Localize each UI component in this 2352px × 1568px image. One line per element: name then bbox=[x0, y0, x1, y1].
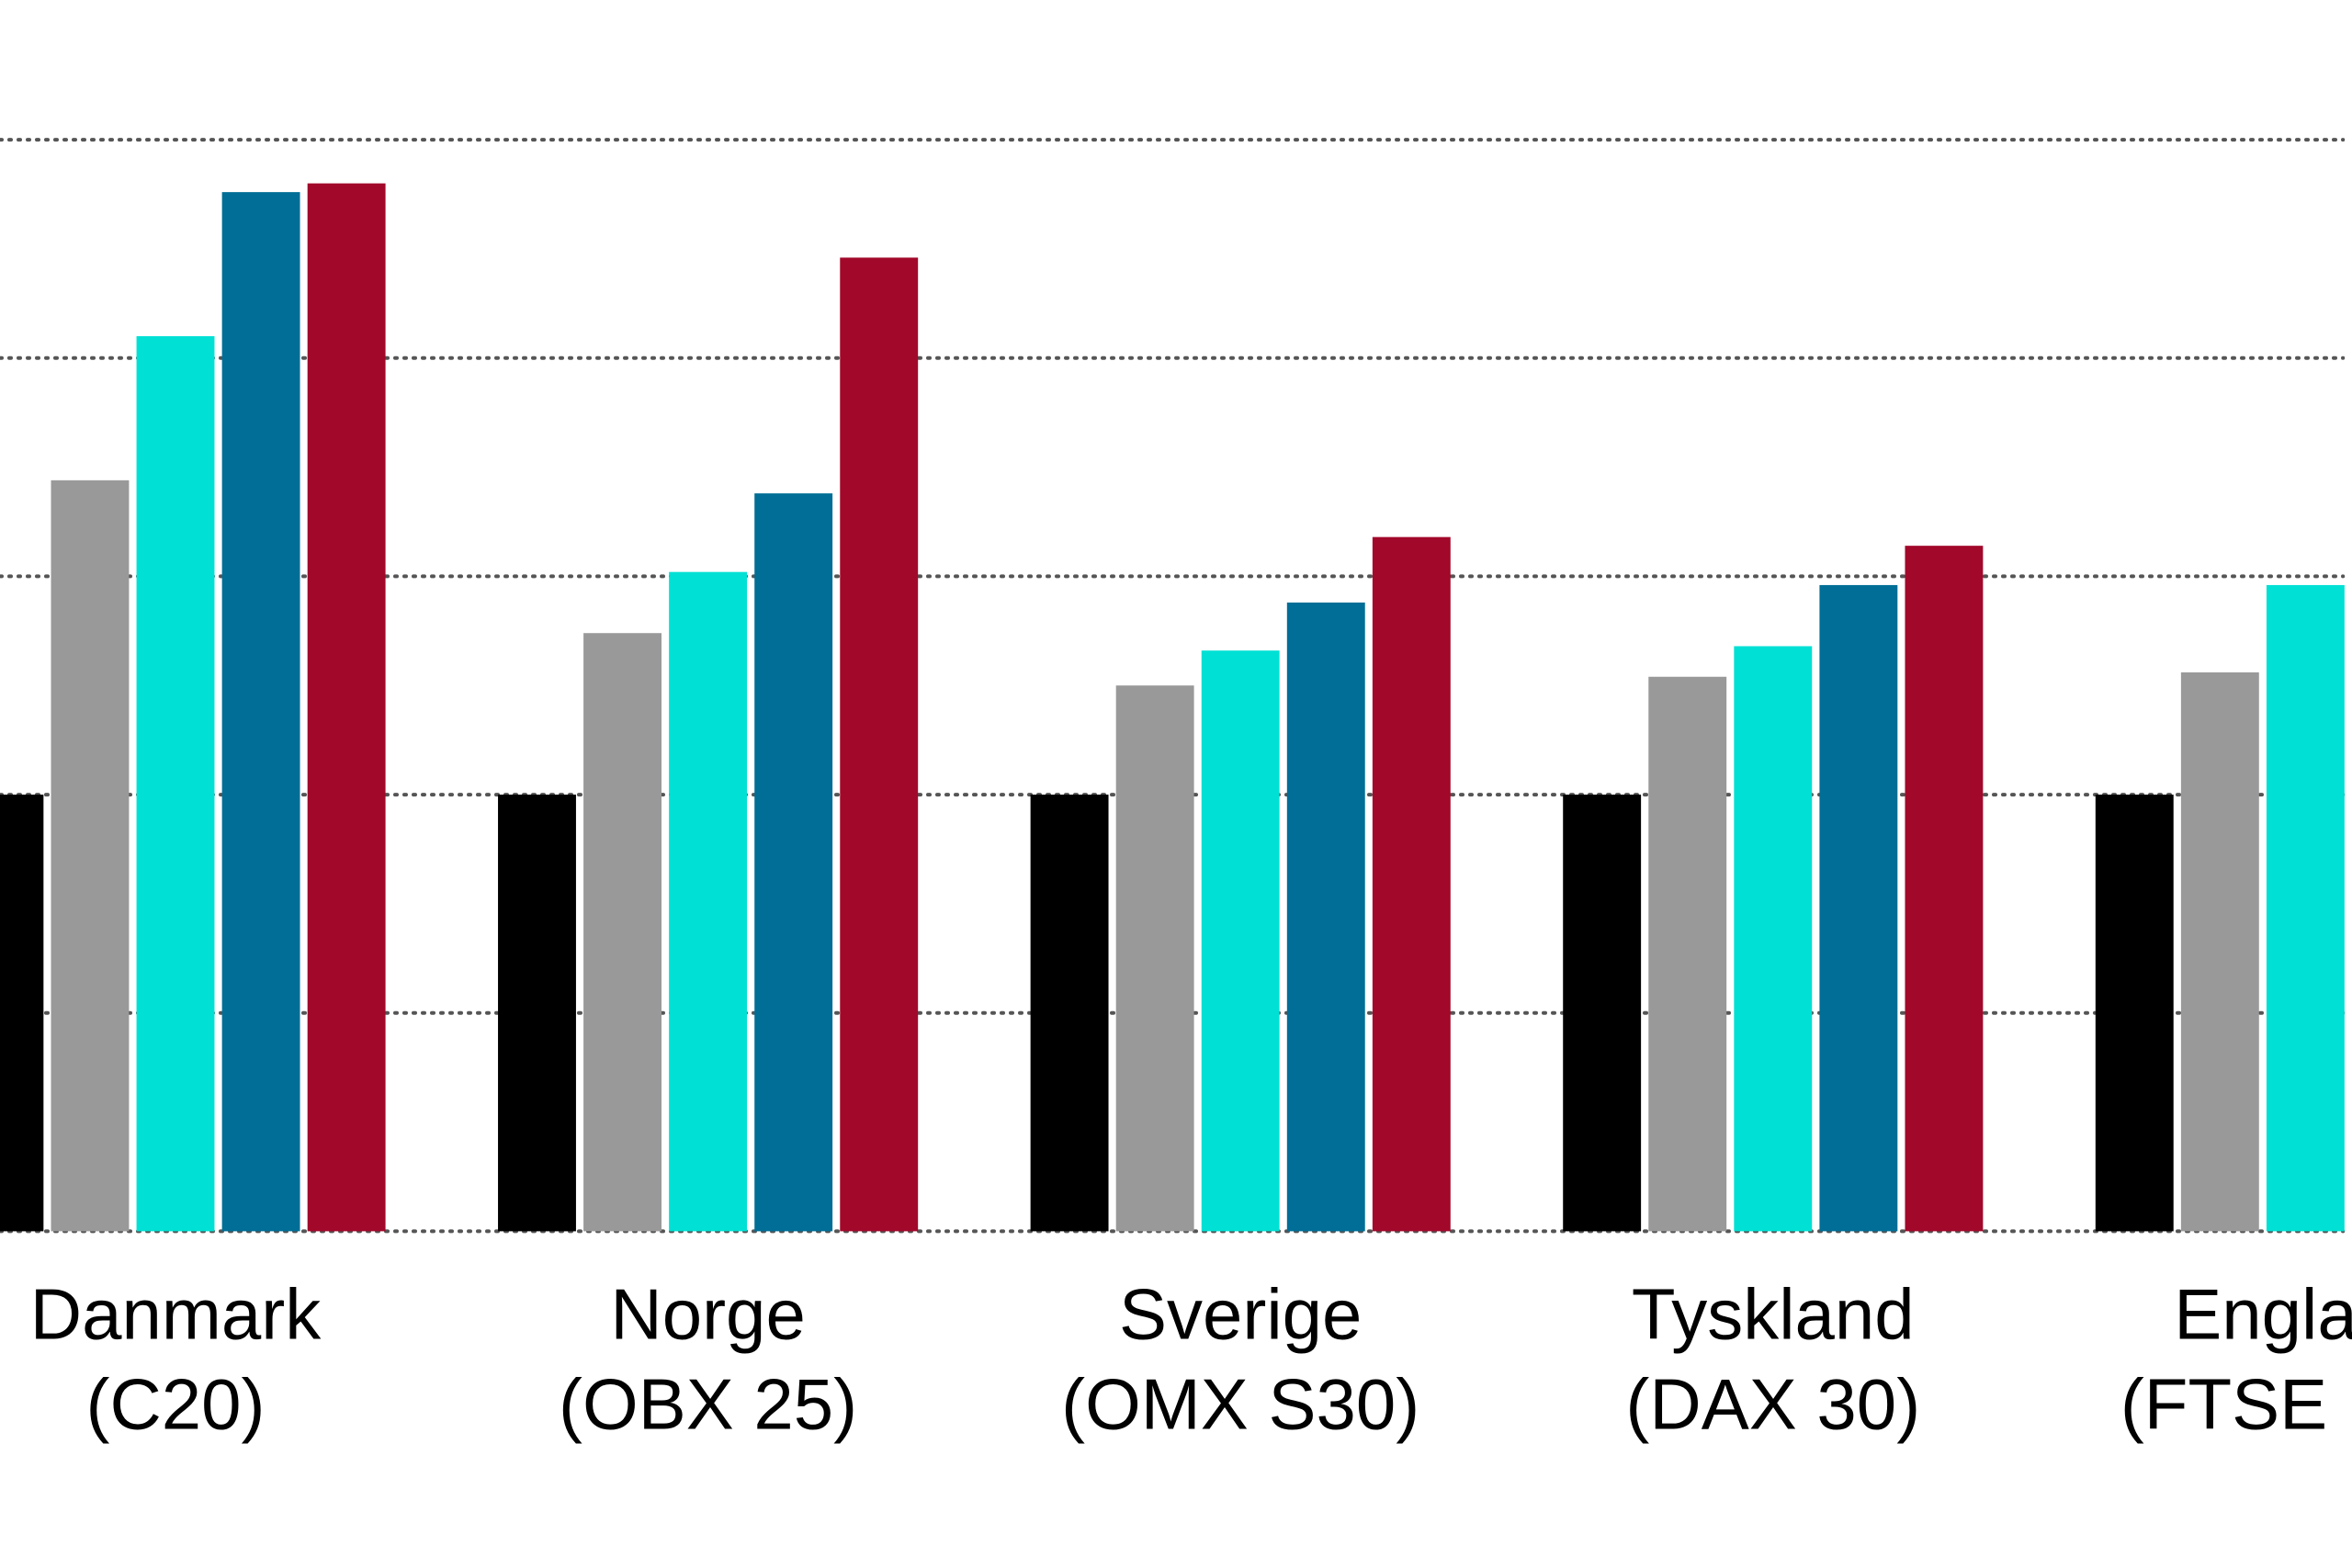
bar bbox=[1905, 546, 1984, 1232]
bar bbox=[2095, 795, 2174, 1232]
x-tick-label: Danmark bbox=[30, 1273, 322, 1354]
bar bbox=[0, 795, 44, 1232]
x-tick-label: Tyskland bbox=[1632, 1273, 1915, 1354]
bar bbox=[136, 335, 215, 1232]
bar bbox=[1734, 646, 1813, 1232]
x-tick-label: (OMX S30) bbox=[1061, 1363, 1419, 1444]
bar bbox=[1372, 536, 1451, 1232]
bar bbox=[51, 479, 130, 1232]
x-tick-label: (DAX 30) bbox=[1625, 1363, 1920, 1444]
bar bbox=[1030, 795, 1109, 1232]
bar bbox=[1201, 650, 1280, 1232]
bar bbox=[669, 571, 748, 1232]
x-tick-label: Norge bbox=[610, 1273, 805, 1354]
bar bbox=[1286, 602, 1365, 1232]
bar bbox=[221, 192, 300, 1232]
bar bbox=[1563, 795, 1642, 1232]
bar bbox=[2266, 584, 2345, 1232]
bar bbox=[583, 633, 662, 1232]
bar bbox=[1648, 676, 1727, 1232]
bar bbox=[498, 795, 576, 1232]
bar bbox=[754, 493, 833, 1232]
bar bbox=[1115, 685, 1194, 1232]
x-tick-label: (FTSE 100) bbox=[2120, 1363, 2352, 1444]
bar bbox=[1819, 584, 1898, 1232]
x-tick-label: Sverige bbox=[1119, 1273, 1362, 1354]
x-tick-label: (OBX 25) bbox=[559, 1363, 857, 1444]
bar bbox=[307, 183, 386, 1232]
bar bbox=[840, 257, 919, 1232]
x-tick-label: England bbox=[2174, 1273, 2352, 1354]
bar bbox=[2180, 671, 2259, 1232]
x-tick-label: (C20) bbox=[85, 1363, 265, 1444]
